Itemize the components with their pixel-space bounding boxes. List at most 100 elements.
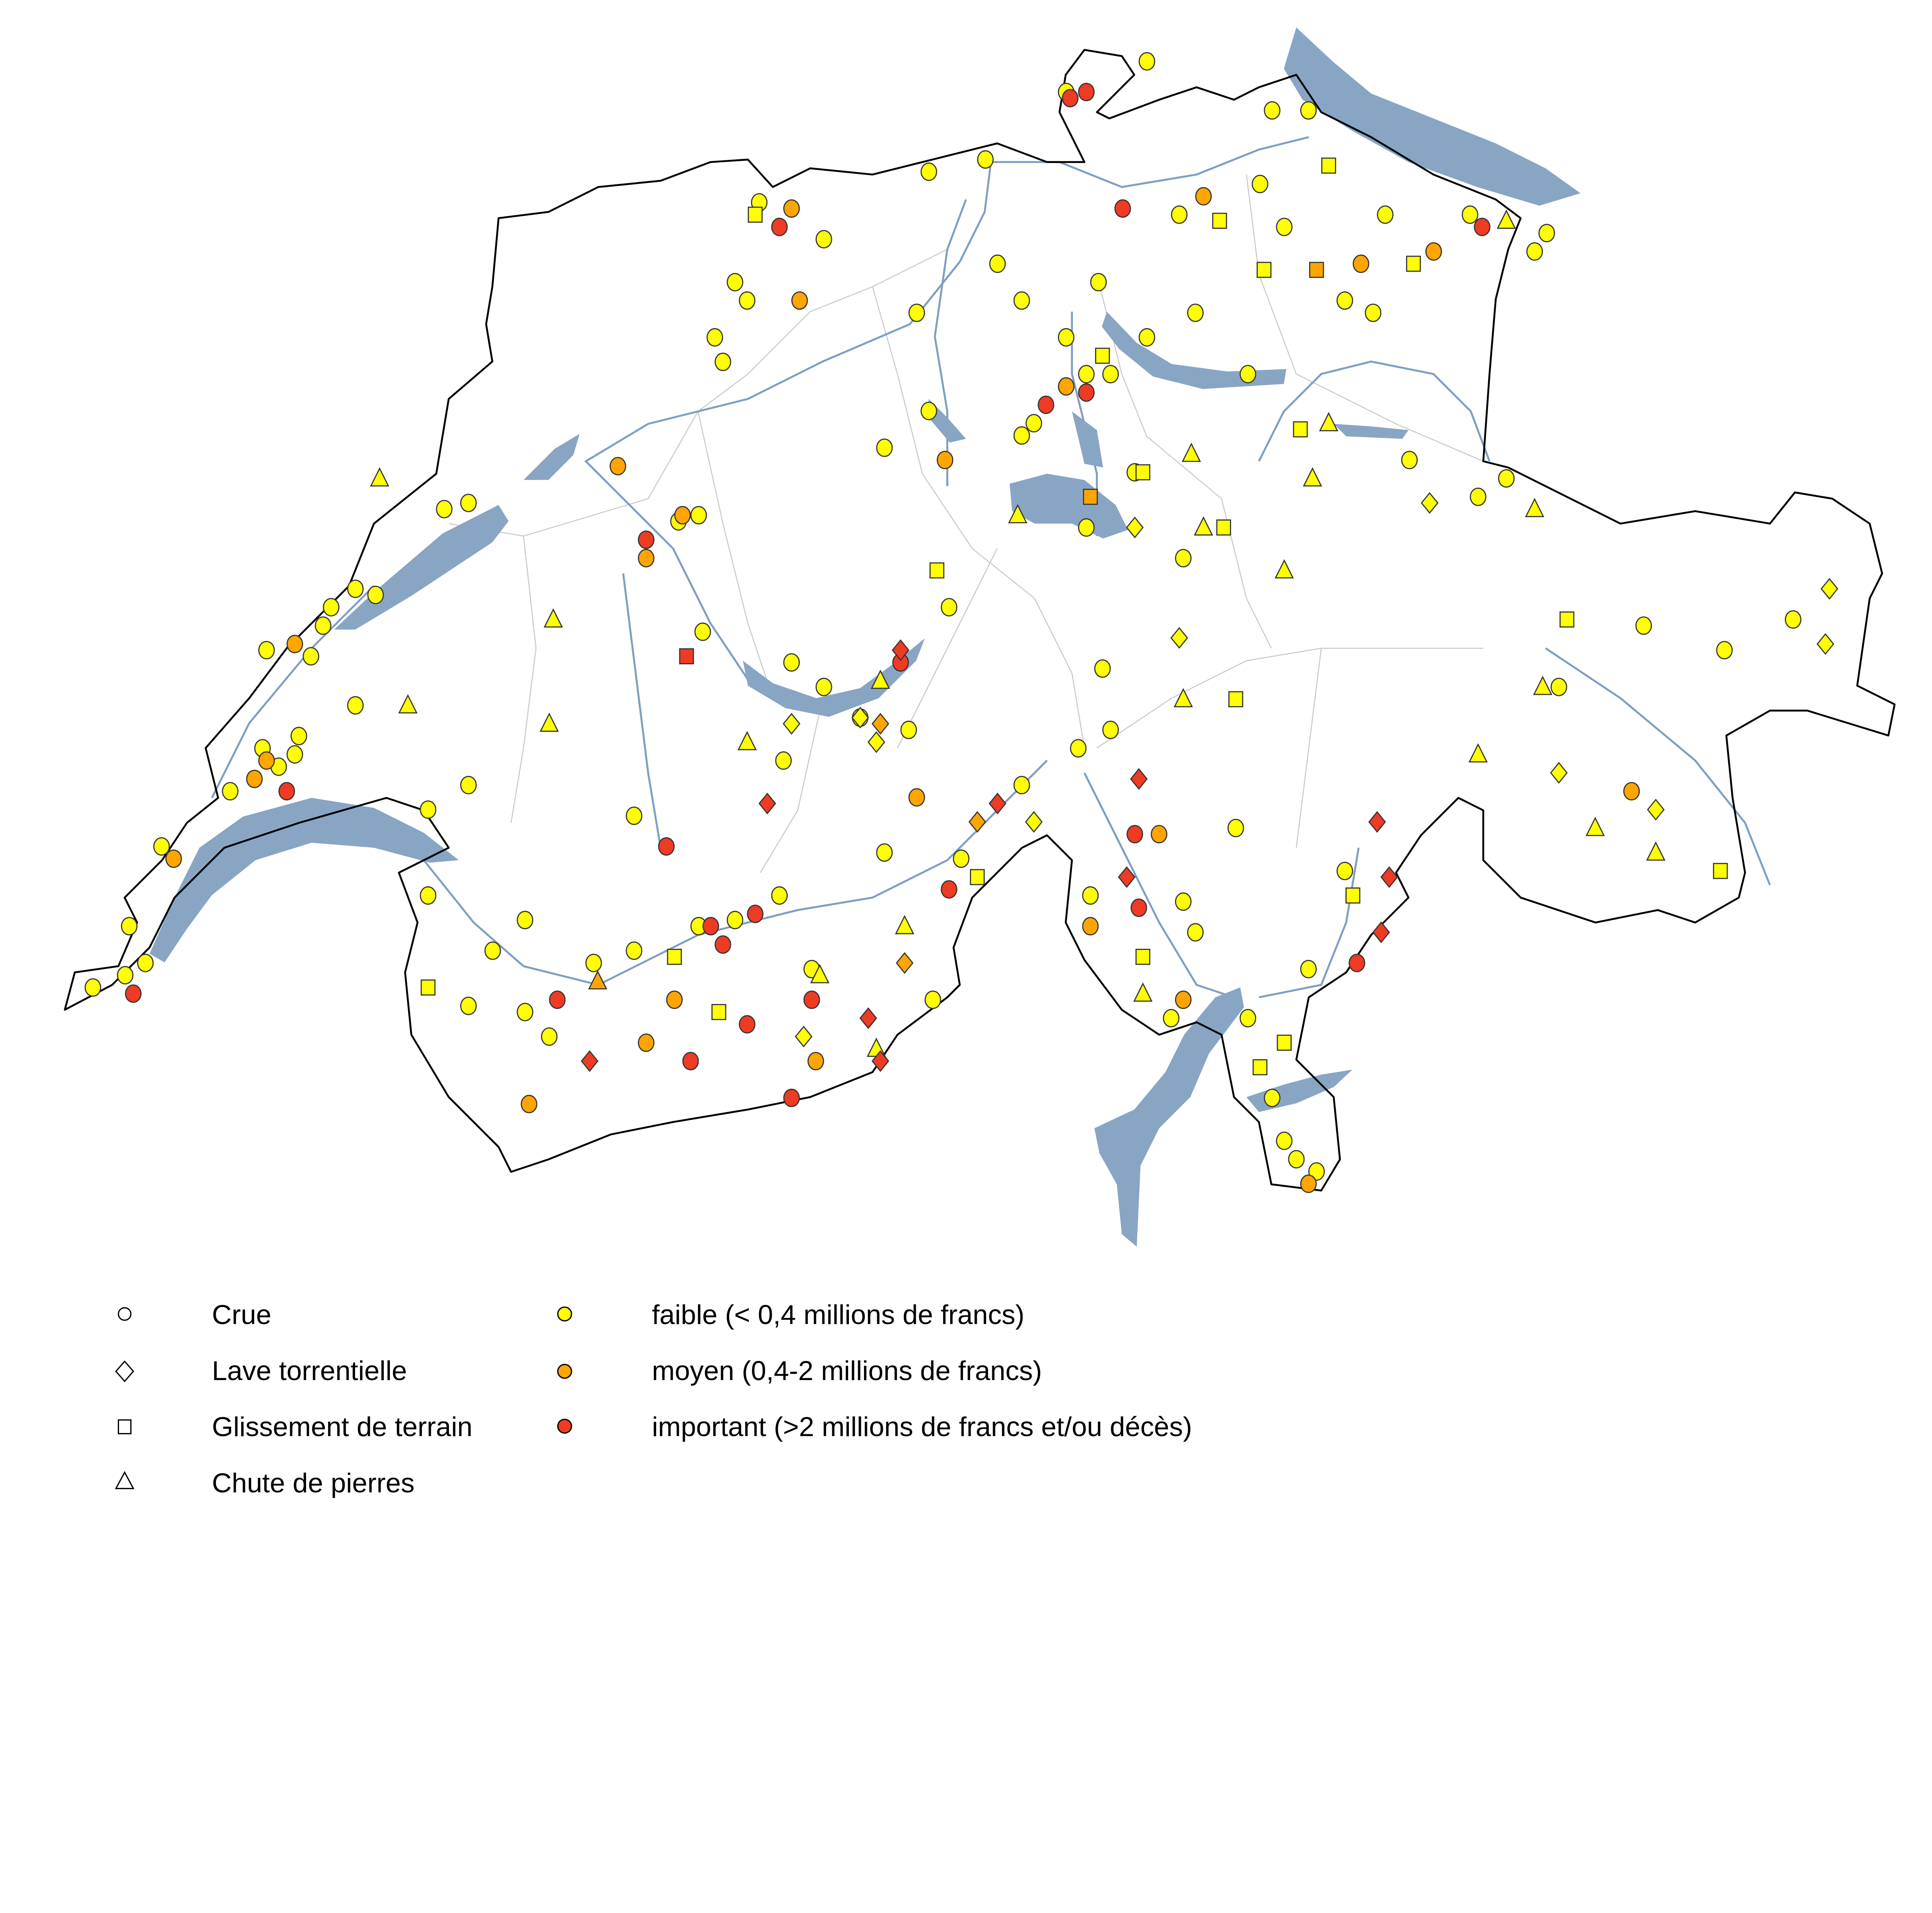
marker-crue-faible — [900, 720, 917, 739]
marker-crue-faible — [585, 953, 602, 972]
marker-crue-faible — [1013, 426, 1030, 445]
marker-crue-faible — [1264, 1089, 1281, 1107]
marker-glissement-faible — [1293, 421, 1308, 437]
marker-crue-moyen — [520, 1094, 537, 1113]
diamond-icon — [115, 1360, 134, 1382]
marker-crue-moyen — [783, 199, 800, 218]
marker-crue-important — [125, 984, 142, 1003]
marker-chute-de-pierres-faible — [1585, 817, 1605, 836]
marker-crue-faible — [1288, 1150, 1305, 1169]
marker-chute-de-pierres-faible — [810, 964, 830, 984]
marker-crue-faible — [1365, 303, 1381, 322]
marker-crue-faible — [541, 1027, 558, 1046]
marker-lave-torrentielle-faible — [1550, 762, 1568, 784]
marker-lave-torrentielle-important — [1380, 866, 1398, 888]
marker-crue-important — [549, 991, 566, 1009]
marker-crue-important — [1130, 899, 1147, 917]
marker-lave-torrentielle-moyen — [896, 952, 913, 974]
marker-lave-torrentielle-important — [581, 1050, 599, 1072]
marker-lave-torrentielle-important — [988, 792, 1007, 815]
marker-crue-faible — [1082, 886, 1099, 905]
marker-crue-moyen — [937, 451, 954, 470]
marker-glissement-faible — [1257, 262, 1272, 278]
marker-crue-faible — [775, 751, 792, 770]
marker-crue-important — [1037, 395, 1054, 414]
marker-crue-faible — [1013, 291, 1030, 310]
marker-lave-torrentielle-faible — [867, 731, 885, 753]
marker-lave-torrentielle-faible — [1816, 633, 1834, 655]
legend-label: Crue — [212, 1300, 271, 1330]
circle-icon — [117, 1307, 132, 1321]
legend-label: Lave torrentielle — [212, 1356, 407, 1386]
lake-walen — [1333, 424, 1409, 439]
circle-icon — [557, 1364, 572, 1379]
marker-lave-torrentielle-important — [1372, 921, 1390, 943]
marker-crue-important — [771, 218, 788, 237]
marker-crue-faible — [1252, 175, 1269, 193]
marker-crue-important — [278, 782, 295, 801]
marker-lave-torrentielle-faible — [795, 1026, 813, 1048]
marker-crue-faible — [815, 677, 832, 696]
marker-crue-important — [803, 991, 820, 1009]
marker-crue-faible — [626, 806, 643, 825]
marker-lave-torrentielle-important — [1118, 866, 1136, 888]
lake-thun-brienz — [743, 638, 925, 717]
marker-lave-torrentielle-faible — [1647, 798, 1665, 821]
marker-crue-important — [1078, 83, 1095, 101]
marker-chute-de-pierres-faible — [737, 731, 757, 751]
marker-chute-de-pierres-faible — [1182, 443, 1201, 462]
marker-crue-faible — [1336, 861, 1353, 880]
marker-glissement-faible — [711, 1004, 726, 1020]
marker-crue-moyen — [638, 549, 655, 568]
marker-crue-faible — [517, 911, 534, 929]
marker-chute-de-pierres-faible — [1274, 559, 1294, 579]
legend: Crue Lave torrentielle Glissement de ter… — [115, 1300, 1192, 1498]
marker-crue-important — [1114, 199, 1131, 218]
marker-crue-faible — [436, 500, 453, 519]
marker-crue-faible — [1635, 616, 1652, 635]
marker-crue-important — [658, 837, 675, 856]
marker-crue-faible — [908, 303, 925, 322]
legend-item-moyen: moyen (0,4-2 millions de francs) — [557, 1356, 1042, 1386]
lake-geneva — [150, 798, 459, 963]
marker-crue-faible — [258, 641, 275, 660]
marker-lave-torrentielle-faible — [1025, 811, 1043, 833]
marker-crue-faible — [714, 352, 731, 371]
lakes — [150, 27, 1581, 1247]
marker-crue-moyen — [246, 769, 263, 788]
marker-crue-moyen — [638, 1033, 655, 1052]
marker-chute-de-pierres-faible — [1319, 412, 1338, 431]
marker-glissement-faible — [1713, 863, 1728, 879]
marker-crue-faible — [876, 843, 893, 862]
marker-glissement-faible — [748, 206, 763, 223]
marker-glissement-faible — [929, 562, 944, 579]
marker-chute-de-pierres-faible — [1468, 743, 1488, 762]
marker-crue-faible — [460, 494, 477, 512]
marker-crue-moyen — [1352, 254, 1369, 273]
marker-crue-faible — [1102, 365, 1119, 383]
marker-chute-de-pierres-faible — [1533, 676, 1553, 695]
marker-crue-faible — [484, 941, 501, 960]
marker-crue-faible — [1138, 52, 1155, 71]
marker-glissement-faible — [1560, 611, 1575, 628]
circle-icon — [557, 1306, 572, 1322]
marker-crue-faible — [1026, 414, 1043, 432]
marker-chute-de-pierres-faible — [895, 915, 915, 934]
legend-label: moyen (0,4-2 millions de francs) — [652, 1356, 1042, 1386]
marker-chute-de-pierres-faible — [1194, 516, 1213, 536]
marker-crue-important — [1062, 89, 1079, 107]
marker-crue-faible — [1187, 303, 1204, 322]
marker-chute-de-pierres-faible — [1173, 688, 1193, 708]
marker-lave-torrentielle-moyen — [871, 713, 889, 735]
marker-crue-moyen — [666, 991, 683, 1009]
marker-chute-de-pierres-faible — [1525, 498, 1544, 517]
marker-crue-faible — [953, 849, 969, 868]
marker-crue-faible — [1163, 1009, 1180, 1028]
marker-glissement-faible — [1252, 1059, 1268, 1076]
marker-glissement-faible — [1216, 519, 1231, 536]
marker-crue-moyen — [1151, 825, 1168, 844]
legend-item-glissement: Glissement de terrain — [117, 1412, 473, 1442]
marker-glissement-faible — [1321, 157, 1336, 174]
marker-crue-moyen — [165, 849, 182, 868]
marker-crue-faible — [347, 579, 364, 598]
